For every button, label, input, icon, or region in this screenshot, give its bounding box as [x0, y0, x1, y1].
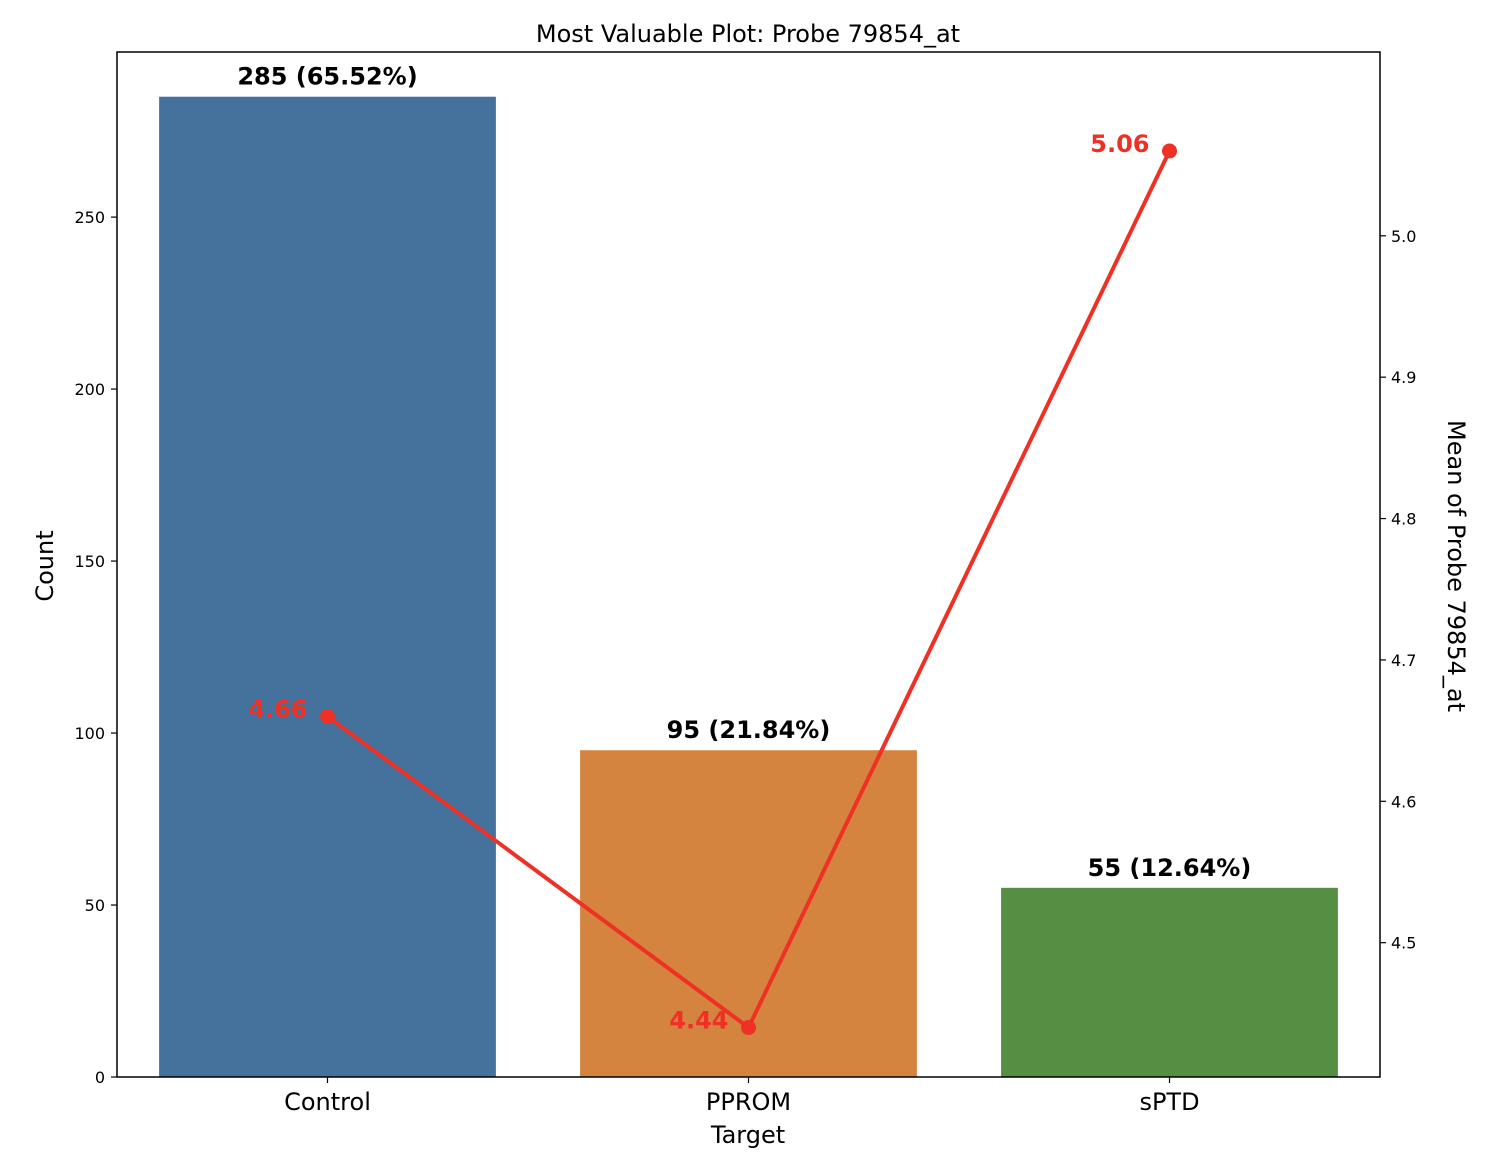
- y-tick-label: 0: [95, 1068, 105, 1087]
- y2-tick-label: 4.5: [1391, 934, 1416, 953]
- y2-tick-label: 4.6: [1391, 792, 1416, 811]
- y2-tick-label: 4.8: [1391, 510, 1416, 529]
- x-tick-label: sPTD: [1139, 1088, 1199, 1116]
- y2-tick-label: 5.0: [1391, 227, 1416, 246]
- bar-control: [159, 96, 496, 1077]
- y-tick-label: 200: [74, 380, 105, 399]
- line-layer: 4.66 4.44 5.06: [248, 130, 1177, 1036]
- x-tick-label: Control: [284, 1088, 371, 1116]
- y-axis-right: 4.5 4.6 4.7 4.8 4.9 5.0: [1380, 227, 1416, 953]
- mean-point: [1162, 143, 1177, 159]
- x-axis-title: Target: [710, 1121, 785, 1149]
- bar-value-label: 285 (65.52%): [237, 63, 417, 91]
- mean-value-label: 5.06: [1090, 130, 1149, 158]
- y-tick-label: 150: [74, 552, 105, 571]
- bars-layer: 285 (65.52%) 95 (21.84%) 55 (12.64%): [159, 63, 1338, 1077]
- y-tick-label: 250: [74, 208, 105, 227]
- y-tick-label: 100: [74, 724, 105, 743]
- y-axis-left: 0 50 100 150 200 250: [74, 208, 117, 1087]
- y2-tick-label: 4.7: [1391, 651, 1416, 670]
- y2-axis-title: Mean of Probe 79854_at: [1442, 420, 1470, 712]
- y2-tick-label: 4.9: [1391, 368, 1416, 387]
- mean-value-label: 4.66: [248, 695, 307, 723]
- bar-value-label: 95 (21.84%): [667, 716, 831, 744]
- mean-value-label: 4.44: [669, 1007, 728, 1035]
- chart-title: Most Valuable Plot: Probe 79854_at: [536, 20, 960, 48]
- bar-sptd: [1001, 887, 1338, 1077]
- x-tick-label: PPROM: [706, 1088, 791, 1116]
- y-tick-label: 50: [85, 896, 105, 915]
- mean-point: [741, 1020, 756, 1036]
- y-axis-title: Count: [31, 530, 59, 601]
- mean-point: [320, 708, 335, 724]
- bar-value-label: 55 (12.64%): [1088, 854, 1252, 882]
- x-axis: Control PPROM sPTD: [284, 1077, 1200, 1116]
